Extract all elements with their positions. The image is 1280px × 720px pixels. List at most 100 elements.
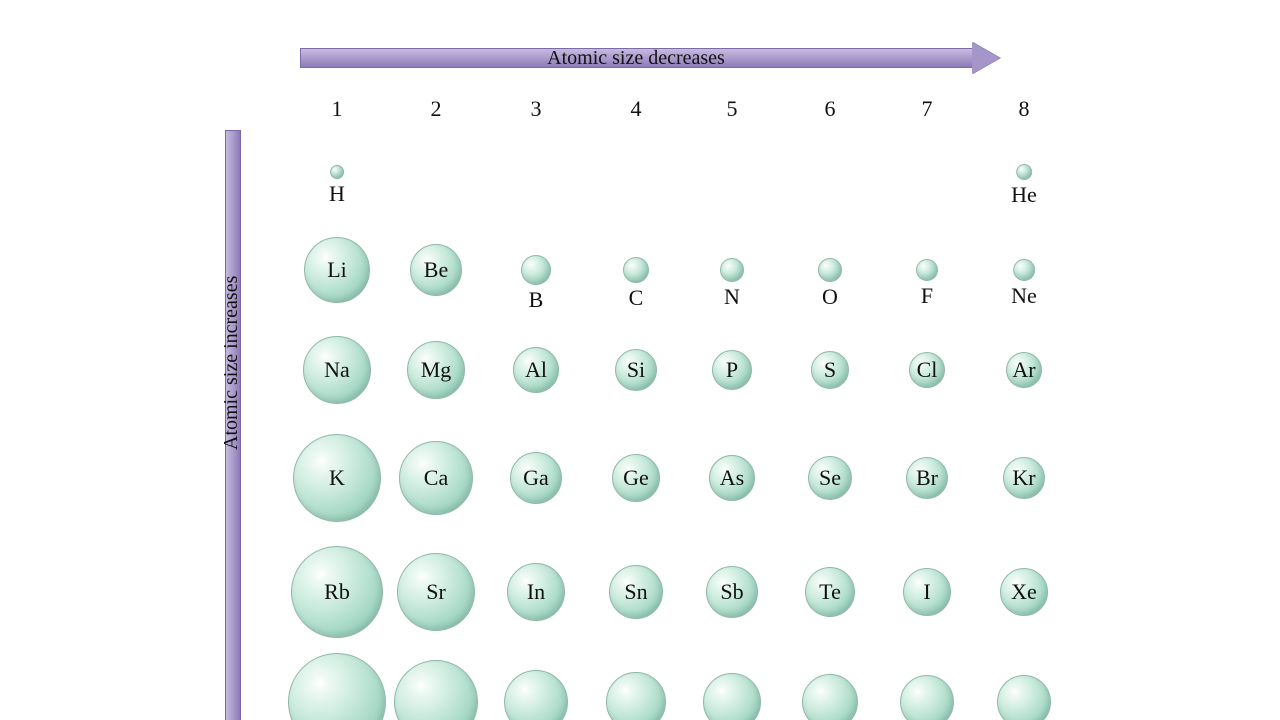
column-number: 3 <box>506 96 566 122</box>
element-cell: O <box>818 258 842 310</box>
element-cell: I <box>903 568 951 616</box>
column-number: 6 <box>800 96 860 122</box>
element-symbol: Br <box>916 465 938 491</box>
element-symbol: He <box>1011 182 1037 208</box>
element-cell: H <box>329 165 345 207</box>
element-cell <box>900 675 954 720</box>
element-symbol: Se <box>819 465 841 491</box>
vertical-arrow-label: Atomic size increases <box>220 276 243 450</box>
element-cell: B <box>521 255 551 313</box>
element-symbol: Ca <box>424 465 448 491</box>
element-cell: Si <box>615 349 657 391</box>
column-number: 2 <box>406 96 466 122</box>
element-symbol: N <box>720 284 744 310</box>
arrow-head-icon <box>972 42 1000 74</box>
element-cell: C <box>623 257 649 311</box>
element-cell: S <box>811 351 849 389</box>
element-cell: He <box>1011 164 1037 208</box>
element-cell: Ca <box>399 441 473 515</box>
element-symbol: Be <box>424 257 448 283</box>
element-symbol: As <box>720 465 744 491</box>
element-symbol: H <box>329 181 345 207</box>
atom-sphere-icon <box>720 258 744 282</box>
element-cell: Br <box>906 457 948 499</box>
column-number: 1 <box>307 96 367 122</box>
element-cell: Li <box>304 237 370 303</box>
element-symbol: Cl <box>917 357 938 383</box>
element-symbol: P <box>726 357 738 383</box>
element-symbol: C <box>623 285 649 311</box>
atomic-size-diagram: { "diagram": { "type": "infographic", "b… <box>0 0 1280 720</box>
element-symbol: Ar <box>1012 357 1035 383</box>
element-symbol: Al <box>525 357 547 383</box>
element-symbol: Mg <box>421 357 452 383</box>
element-symbol: I <box>923 579 930 605</box>
element-cell: Sn <box>609 565 663 619</box>
element-cell <box>703 673 761 720</box>
atom-sphere-icon <box>997 675 1051 720</box>
element-cell: Te <box>805 567 855 617</box>
element-symbol: B <box>521 287 551 313</box>
element-cell: Be <box>410 244 462 296</box>
column-number: 8 <box>994 96 1054 122</box>
element-cell: Sb <box>706 566 758 618</box>
element-cell <box>288 653 386 720</box>
element-symbol: In <box>527 579 545 605</box>
atom-sphere-icon <box>288 653 386 720</box>
atom-sphere-icon <box>521 255 551 285</box>
element-symbol: Na <box>324 357 350 383</box>
element-cell: Na <box>303 336 371 404</box>
horizontal-trend-arrow: Atomic size decreases <box>300 42 1000 74</box>
horizontal-arrow-label: Atomic size decreases <box>300 48 972 68</box>
element-cell: Ar <box>1006 352 1042 388</box>
element-cell: P <box>712 350 752 390</box>
element-cell: As <box>709 455 755 501</box>
element-symbol: Li <box>327 257 347 283</box>
element-symbol: S <box>824 357 836 383</box>
atom-sphere-icon <box>394 660 478 720</box>
atom-sphere-icon <box>818 258 842 282</box>
element-symbol: Si <box>627 357 645 383</box>
element-cell: Rb <box>291 546 383 638</box>
element-symbol: Xe <box>1011 579 1037 605</box>
element-cell: N <box>720 258 744 310</box>
element-cell: Cl <box>909 352 945 388</box>
element-cell <box>504 670 568 720</box>
element-cell: Mg <box>407 341 465 399</box>
element-cell: Kr <box>1003 457 1045 499</box>
element-symbol: Ne <box>1011 283 1037 309</box>
atom-sphere-icon <box>504 670 568 720</box>
atom-sphere-icon <box>1013 259 1035 281</box>
vertical-trend-arrow: Atomic size increases <box>222 130 248 720</box>
element-symbol: Kr <box>1012 465 1035 491</box>
element-cell: Ga <box>510 452 562 504</box>
atom-sphere-icon <box>623 257 649 283</box>
atom-sphere-icon <box>802 674 858 720</box>
element-cell <box>997 675 1051 720</box>
element-cell: Sr <box>397 553 475 631</box>
element-symbol: Sn <box>624 579 647 605</box>
atom-sphere-icon <box>703 673 761 720</box>
element-cell <box>606 672 666 720</box>
atom-sphere-icon <box>1016 164 1032 180</box>
atom-sphere-icon <box>916 259 938 281</box>
element-symbol: Sb <box>720 579 743 605</box>
element-cell: In <box>507 563 565 621</box>
atom-sphere-icon <box>900 675 954 720</box>
element-symbol: K <box>329 465 345 491</box>
atom-sphere-icon <box>606 672 666 720</box>
element-cell <box>802 674 858 720</box>
column-number: 4 <box>606 96 666 122</box>
element-symbol: Sr <box>426 579 446 605</box>
element-symbol: Rb <box>324 579 350 605</box>
atom-sphere-icon <box>330 165 344 179</box>
element-cell: K <box>293 434 381 522</box>
element-cell: F <box>916 259 938 309</box>
column-number: 5 <box>702 96 762 122</box>
element-symbol: Ge <box>623 465 649 491</box>
element-cell <box>394 660 478 720</box>
element-symbol: O <box>818 284 842 310</box>
column-number: 7 <box>897 96 957 122</box>
element-cell: Al <box>513 347 559 393</box>
element-cell: Xe <box>1000 568 1048 616</box>
